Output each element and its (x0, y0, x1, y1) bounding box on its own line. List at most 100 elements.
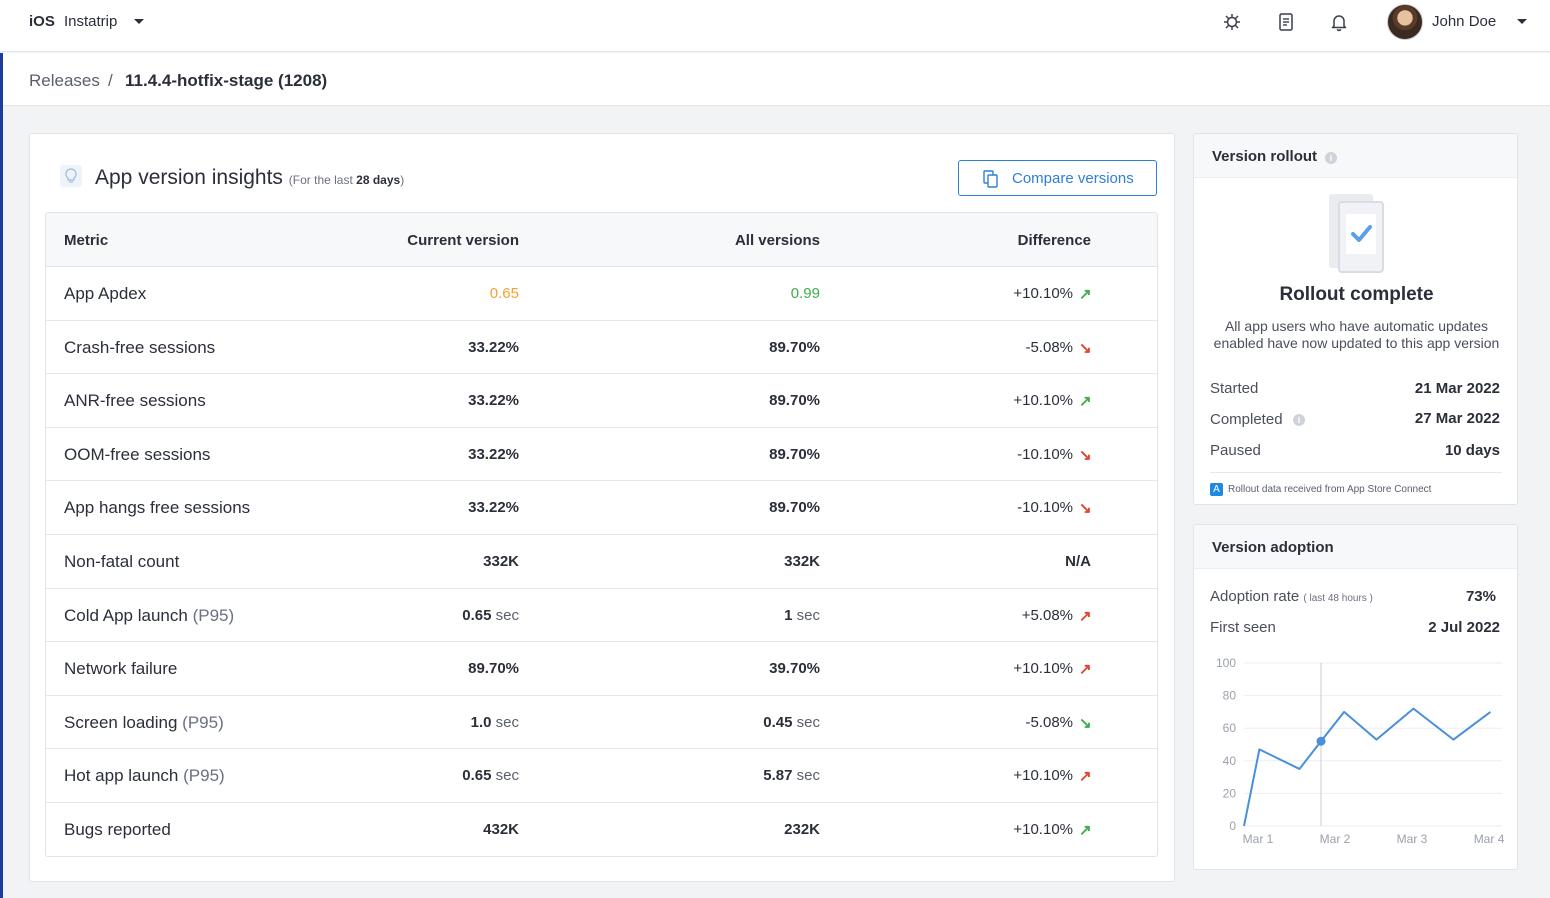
all-value: 39.70% (769, 660, 820, 678)
table-row[interactable]: Crash-free sessions 33.22% 89.70% -5.08% ↘ (46, 321, 1157, 375)
rollout-description: All app users who have automatic updates… (1213, 318, 1500, 351)
user-menu-caret-icon[interactable] (1517, 19, 1527, 24)
rollout-status: Rollout complete (1279, 284, 1434, 305)
metric-name: Crash-free sessions (64, 338, 215, 358)
user-name[interactable]: John Doe (1432, 13, 1497, 30)
x-tick-label: Mar 4 (1474, 832, 1505, 846)
difference-value: +10.10% (1013, 660, 1073, 678)
table-row[interactable]: App hangs free sessions 33.22% 89.70% -10.1… (46, 481, 1157, 535)
all-unit: sec (796, 713, 820, 731)
all-versions-value: 89.70% (769, 446, 820, 463)
table-row[interactable]: Network failure 89.70% 39.70% +10.10% ↗ (46, 642, 1157, 696)
all-versions-value: 232K (784, 821, 820, 838)
difference-value: +5.08% (1021, 606, 1073, 624)
rollout-source-note: Rollout data received from App Store Con… (1228, 484, 1432, 495)
all-versions-value: 0.99 (791, 285, 820, 302)
metrics-table: Metric Current version All versions Diff… (45, 212, 1158, 857)
metric-name: App Apdex (64, 284, 146, 304)
current-value: 0.65 (462, 767, 492, 785)
current-version-value: 33.22% (468, 446, 519, 463)
all-versions-value: 5.87 sec (763, 767, 820, 784)
compare-versions-button[interactable]: Compare versions (958, 160, 1157, 196)
subtitle-prefix: (For the last (288, 173, 353, 187)
x-tick-label: Mar 2 (1320, 832, 1351, 846)
all-versions-value: 39.70% (769, 660, 820, 677)
insights-subtitle: (For the last 28 days) (289, 173, 404, 187)
metric-label: Screen loading (64, 712, 178, 732)
difference-value: +10.10% (1013, 392, 1073, 410)
table-row[interactable]: Non-fatal count 332K 332K N/A (46, 535, 1157, 589)
adoption-rate-value: 73% (1465, 588, 1496, 605)
current-value: 432K (483, 821, 519, 838)
adoption-header: Version adoption (1194, 525, 1517, 569)
all-unit: sec (796, 606, 820, 624)
all-versions-value: 332K (784, 553, 820, 570)
all-value: 89.70% (769, 499, 820, 517)
adoption-title: Version adoption (1212, 539, 1334, 556)
current-version-value: 33.22% (468, 392, 519, 409)
current-value: 332K (483, 553, 519, 570)
metric-name: ANR-free sessions (64, 391, 206, 411)
avatar[interactable] (1387, 4, 1423, 40)
current-version-value: 33.22% (468, 499, 519, 516)
version-rollout-card: Version rollout i Rollout complete All a… (1193, 133, 1518, 505)
all-value: 332K (784, 553, 820, 570)
all-versions-value: 89.70% (769, 392, 820, 409)
table-row[interactable]: Cold App launch (P95) 0.65 sec 1 sec +5.08%… (46, 589, 1157, 643)
adoption-rate-label: Adoption rate ( last 48 hours ) (1210, 588, 1373, 605)
y-tick-label: 100 (1216, 656, 1236, 670)
table-row[interactable]: OOM-free sessions 33.22% 89.70% -10.10% ↘ (46, 428, 1157, 482)
table-row[interactable]: Screen loading (P95) 1.0 sec 0.45 sec -5.08… (46, 696, 1157, 750)
trend-arrow-icon: ↗ (1079, 768, 1092, 786)
metric-label: Non-fatal count (64, 552, 180, 571)
current-value: 33.22% (468, 445, 519, 463)
column-header-metric: Metric (64, 232, 109, 249)
difference-value: -10.10% (1017, 499, 1073, 517)
bell-icon[interactable] (1329, 12, 1349, 32)
metric-label: ANR-free sessions (64, 391, 206, 411)
breadcrumb-releases-link[interactable]: Releases (29, 71, 100, 90)
trend-arrow-icon: ↘ (1079, 500, 1092, 518)
metric-name: Non-fatal count (64, 552, 179, 572)
all-value: 0.99 (790, 285, 820, 302)
subtitle-period: 28 days (356, 173, 401, 187)
breadcrumb-separator: / (108, 71, 113, 90)
metric-name: Screen loading (P95) (64, 713, 224, 733)
metric-name: Cold App launch (P95) (64, 606, 234, 626)
metric-label: Bugs reported (64, 820, 171, 839)
metric-qualifier: (P95) (182, 712, 224, 732)
series-line (1243, 707, 1492, 827)
current-version-value: 0.65 sec (462, 607, 519, 624)
column-header-difference: Difference (1017, 232, 1091, 249)
all-versions-value: 1 sec (784, 607, 820, 624)
metric-label: Hot app launch (64, 766, 179, 786)
info-icon[interactable]: i (1325, 152, 1337, 164)
info-icon[interactable]: i (1293, 414, 1305, 426)
trend-arrow-icon: ↘ (1079, 446, 1092, 464)
current-version-value: 432K (483, 821, 519, 838)
paused-label: Paused (1210, 442, 1261, 459)
metric-label: Crash-free sessions (64, 337, 216, 357)
document-icon[interactable] (1276, 12, 1296, 32)
difference-value: -10.10% (1017, 445, 1073, 463)
all-value: 232K (784, 821, 820, 838)
app-dropdown-caret-icon[interactable] (134, 19, 144, 24)
y-tick-label: 20 (1223, 786, 1237, 800)
difference-value: -5.08% (1025, 713, 1073, 731)
table-row[interactable]: Hot app launch (P95) 0.65 sec 5.87 sec +10.… (46, 749, 1157, 803)
trend-arrow-icon: ↗ (1079, 822, 1092, 839)
table-row[interactable]: Bugs reported 432K 232K +10.10% ↗ (46, 803, 1157, 856)
current-value: 33.22% (468, 338, 519, 356)
page-title: 11.4.4-hotfix-stage (1208) (125, 71, 328, 90)
compare-versions-label: Compare versions (1012, 170, 1134, 187)
rollout-complete-icon (1329, 194, 1384, 273)
divider (1210, 472, 1502, 473)
first-seen-label: First seen (1210, 619, 1276, 636)
column-header-all: All versions (734, 232, 820, 249)
app-name[interactable]: Instatrip (64, 13, 118, 30)
difference-value: -5.08% (1025, 338, 1073, 356)
table-row[interactable]: ANR-free sessions 33.22% 89.70% +10.10% ↗ (46, 374, 1157, 428)
bug-icon[interactable] (1222, 12, 1242, 32)
trend-arrow-icon: ↘ (1079, 714, 1092, 732)
table-row[interactable]: App Apdex 0.65 0.99 +10.10% ↗ (46, 267, 1157, 321)
